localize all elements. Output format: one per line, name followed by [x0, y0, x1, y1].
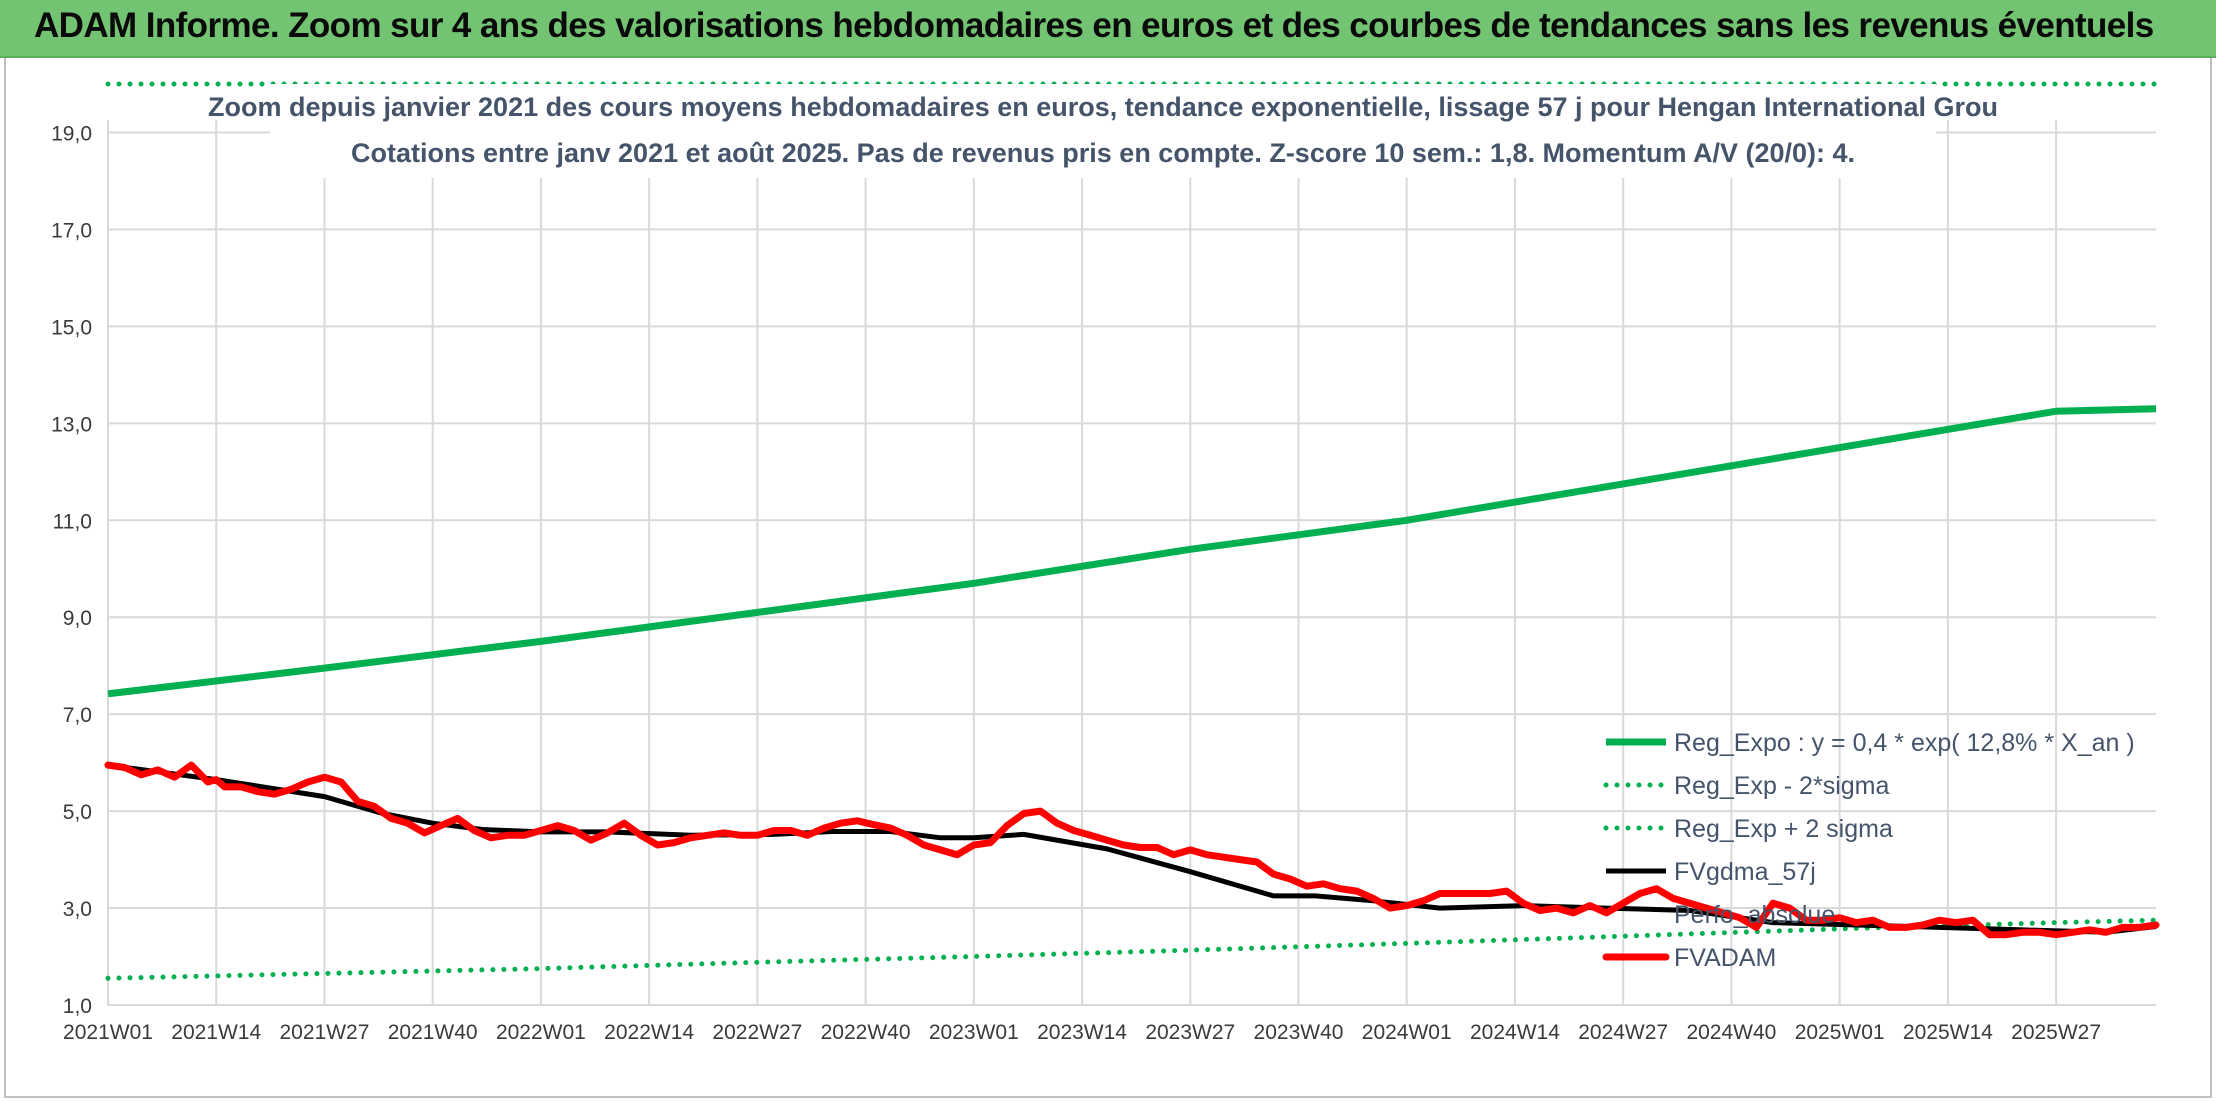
x-tick-label: 2025W01 [1795, 1021, 1885, 1044]
x-tick-label: 2024W14 [1470, 1021, 1560, 1044]
header-bar: ADAM Informe. Zoom sur 4 ans des valoris… [0, 0, 2216, 58]
series-line-0 [107, 405, 2157, 698]
title-background [270, 84, 1936, 178]
axis-labels: 1,0 3,0 5,0 7,0 9,0 11,0 13,0 15,0 17,0 19,0 2021W… [51, 122, 2101, 1044]
legend: Reg_Expo : y = 0,4 * exp( 12,8% * X_an )… [1602, 729, 2135, 972]
y-tick-label: 7,0 [63, 704, 92, 727]
legend-label-2: Reg_Exp + 2 sigma [1674, 815, 1893, 843]
series-lines [104, 81, 2160, 981]
series-line-1 [105, 917, 2159, 981]
y-tick-label: 19,0 [51, 122, 92, 145]
grid-lines [107, 120, 2156, 1006]
x-tick-label: 2023W01 [929, 1021, 1019, 1044]
x-tick-label: 2021W01 [63, 1021, 153, 1044]
x-tick-label: 2025W27 [2011, 1021, 2101, 1044]
chart-frame [4, 58, 2212, 1098]
y-tick-label: 15,0 [51, 316, 92, 339]
x-tick-label: 2024W40 [1686, 1021, 1776, 1044]
x-tick-label: 2021W14 [171, 1021, 261, 1044]
x-tick-label: 2023W40 [1254, 1021, 1344, 1044]
page-title: ADAM Informe. Zoom sur 4 ans des valoris… [34, 6, 2154, 45]
y-tick-label: 1,0 [63, 995, 92, 1018]
x-tick-label: 2021W27 [280, 1021, 370, 1044]
chart-title: Zoom depuis janvier 2021 des cours moyen… [208, 84, 1998, 178]
x-tick-label: 2022W27 [712, 1021, 802, 1044]
x-tick-label: 2021W40 [388, 1021, 478, 1044]
x-tick-label: 2022W01 [496, 1021, 586, 1044]
legend-label-1: Reg_Exp - 2*sigma [1674, 772, 1889, 800]
x-tick-label: 2024W27 [1578, 1021, 1668, 1044]
x-tick-label: 2023W27 [1145, 1021, 1235, 1044]
x-tick-label: 2025W14 [1903, 1021, 1993, 1044]
y-tick-label: 11,0 [53, 510, 92, 533]
y-tick-label: 9,0 [63, 607, 92, 630]
legend-label-4: Perfo_absolue [1674, 901, 1835, 929]
chart-title-line-2: Cotations entre janv 2021 et août 2025. … [351, 138, 1855, 168]
y-tick-label: 17,0 [51, 219, 92, 242]
y-tick-label: 5,0 [63, 801, 92, 824]
chart-title-line-1: Zoom depuis janvier 2021 des cours moyen… [208, 92, 1998, 122]
x-tick-label: 2022W14 [604, 1021, 694, 1044]
legend-label-0: Reg_Expo : y = 0,4 * exp( 12,8% * X_an ) [1674, 729, 2135, 757]
x-tick-label: 2024W01 [1362, 1021, 1452, 1044]
legend-label-3: FVgdma_57j [1674, 858, 1816, 886]
legend-label-5: FVADAM [1674, 944, 1776, 972]
y-tick-label: 3,0 [63, 898, 92, 921]
x-tick-label: 2022W40 [821, 1021, 911, 1044]
x-tick-label: 2023W14 [1037, 1021, 1127, 1044]
y-tick-label: 13,0 [51, 413, 92, 436]
series-line-5 [104, 761, 2160, 939]
